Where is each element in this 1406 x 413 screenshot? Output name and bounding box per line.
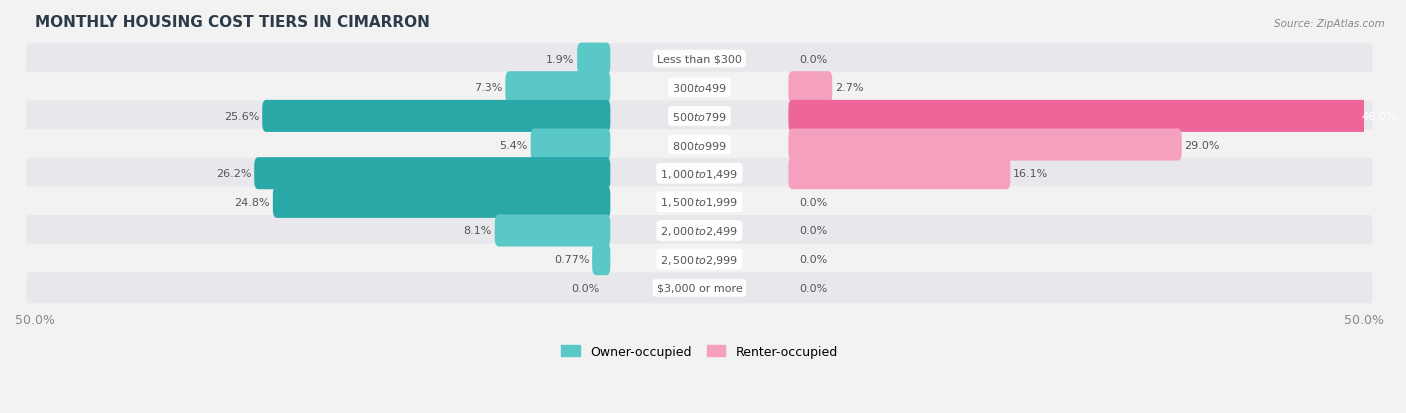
FancyBboxPatch shape xyxy=(27,187,1372,218)
Text: 0.0%: 0.0% xyxy=(799,197,827,207)
FancyBboxPatch shape xyxy=(27,244,1372,275)
Text: 0.0%: 0.0% xyxy=(799,254,827,264)
Text: Less than $300: Less than $300 xyxy=(657,55,742,64)
Text: $2,500 to $2,999: $2,500 to $2,999 xyxy=(661,253,738,266)
FancyBboxPatch shape xyxy=(27,73,1372,104)
FancyBboxPatch shape xyxy=(27,101,1372,132)
FancyBboxPatch shape xyxy=(27,44,1372,75)
Text: MONTHLY HOUSING COST TIERS IN CIMARRON: MONTHLY HOUSING COST TIERS IN CIMARRON xyxy=(35,15,430,30)
Text: $800 to $999: $800 to $999 xyxy=(672,139,727,151)
Text: $1,000 to $1,499: $1,000 to $1,499 xyxy=(661,167,738,180)
Text: 0.0%: 0.0% xyxy=(571,283,600,293)
Text: 0.0%: 0.0% xyxy=(799,55,827,64)
Text: 7.3%: 7.3% xyxy=(474,83,503,93)
Text: $1,500 to $1,999: $1,500 to $1,999 xyxy=(661,196,738,209)
Text: 2.7%: 2.7% xyxy=(835,83,863,93)
FancyBboxPatch shape xyxy=(27,273,1372,304)
FancyBboxPatch shape xyxy=(495,215,610,247)
Text: 0.0%: 0.0% xyxy=(799,283,827,293)
Text: $300 to $499: $300 to $499 xyxy=(672,82,727,94)
FancyBboxPatch shape xyxy=(789,101,1406,133)
Text: 0.0%: 0.0% xyxy=(799,226,827,236)
Text: 1.9%: 1.9% xyxy=(546,55,575,64)
Text: 5.4%: 5.4% xyxy=(499,140,529,150)
Text: 16.1%: 16.1% xyxy=(1012,169,1049,179)
Text: $3,000 or more: $3,000 or more xyxy=(657,283,742,293)
FancyBboxPatch shape xyxy=(27,158,1372,189)
Text: 25.6%: 25.6% xyxy=(224,112,260,121)
FancyBboxPatch shape xyxy=(592,244,610,275)
Text: 46.0%: 46.0% xyxy=(1361,112,1398,121)
FancyBboxPatch shape xyxy=(789,72,832,104)
Text: 26.2%: 26.2% xyxy=(217,169,252,179)
FancyBboxPatch shape xyxy=(505,72,610,104)
FancyBboxPatch shape xyxy=(576,43,610,76)
Text: Source: ZipAtlas.com: Source: ZipAtlas.com xyxy=(1274,19,1385,28)
FancyBboxPatch shape xyxy=(530,129,610,161)
FancyBboxPatch shape xyxy=(27,130,1372,161)
Text: 0.77%: 0.77% xyxy=(554,254,589,264)
FancyBboxPatch shape xyxy=(27,216,1372,247)
Text: 8.1%: 8.1% xyxy=(464,226,492,236)
FancyBboxPatch shape xyxy=(262,101,610,133)
Text: $500 to $799: $500 to $799 xyxy=(672,111,727,123)
Text: 24.8%: 24.8% xyxy=(235,197,270,207)
FancyBboxPatch shape xyxy=(789,158,1011,190)
FancyBboxPatch shape xyxy=(789,129,1181,161)
FancyBboxPatch shape xyxy=(273,186,610,218)
Legend: Owner-occupied, Renter-occupied: Owner-occupied, Renter-occupied xyxy=(557,340,842,363)
Text: 29.0%: 29.0% xyxy=(1184,140,1220,150)
FancyBboxPatch shape xyxy=(254,158,610,190)
Text: $2,000 to $2,499: $2,000 to $2,499 xyxy=(661,224,738,237)
